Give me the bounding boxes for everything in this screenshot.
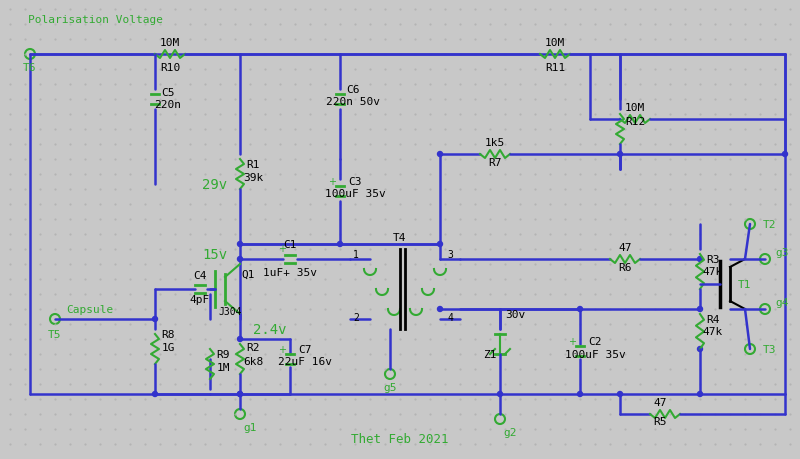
Text: R10: R10	[160, 63, 180, 73]
Text: +: +	[328, 177, 336, 187]
Text: T4: T4	[394, 233, 406, 242]
Text: +: +	[278, 344, 286, 354]
Text: R1: R1	[246, 160, 260, 170]
Text: 100uF 35v: 100uF 35v	[325, 189, 386, 199]
Text: T2: T2	[763, 219, 777, 230]
Text: 47: 47	[654, 397, 666, 407]
Text: 3: 3	[447, 249, 453, 259]
Text: g1: g1	[243, 422, 257, 432]
Text: g3: g3	[775, 247, 789, 257]
Text: T3: T3	[763, 344, 777, 354]
Text: C1: C1	[283, 240, 297, 249]
Text: C4: C4	[194, 270, 206, 280]
Text: 47: 47	[618, 242, 632, 252]
Text: 29v: 29v	[202, 178, 227, 191]
Text: C7: C7	[298, 344, 312, 354]
Circle shape	[698, 392, 702, 397]
Text: 220n: 220n	[154, 100, 182, 110]
Text: R9: R9	[216, 349, 230, 359]
Text: R2: R2	[246, 342, 260, 352]
Text: R8: R8	[162, 329, 174, 339]
Text: +: +	[568, 336, 576, 346]
Circle shape	[153, 317, 158, 322]
Circle shape	[698, 347, 702, 352]
Circle shape	[238, 242, 242, 247]
Circle shape	[498, 392, 502, 397]
Circle shape	[338, 242, 342, 247]
Text: 1k5: 1k5	[485, 138, 505, 148]
Circle shape	[618, 392, 622, 397]
Text: 2: 2	[353, 312, 359, 322]
Circle shape	[438, 242, 442, 247]
Text: 10M: 10M	[160, 38, 180, 48]
Circle shape	[782, 152, 787, 157]
Text: 10M: 10M	[545, 38, 565, 48]
Text: Q1: Q1	[242, 269, 254, 280]
Text: 2.4v: 2.4v	[254, 322, 286, 336]
Text: 4pF: 4pF	[190, 294, 210, 304]
Circle shape	[578, 392, 582, 397]
Text: Z1: Z1	[483, 349, 497, 359]
Text: 39k: 39k	[243, 173, 263, 183]
Text: 1uF+ 35v: 1uF+ 35v	[263, 268, 317, 277]
Text: 1M: 1M	[216, 362, 230, 372]
Text: 6k8: 6k8	[243, 356, 263, 366]
Text: 220n 50v: 220n 50v	[326, 97, 380, 107]
Text: 100uF 35v: 100uF 35v	[565, 349, 626, 359]
Text: g4: g4	[775, 297, 789, 308]
Text: R4: R4	[706, 314, 720, 325]
Text: 4: 4	[447, 312, 453, 322]
Text: C6: C6	[346, 85, 360, 95]
Text: 15v: 15v	[202, 247, 227, 262]
Text: T6: T6	[23, 63, 37, 73]
Text: R11: R11	[545, 63, 565, 73]
Circle shape	[153, 392, 158, 397]
Text: R6: R6	[618, 263, 632, 272]
Text: C2: C2	[588, 336, 602, 346]
Text: C3: C3	[348, 177, 362, 187]
Circle shape	[438, 152, 442, 157]
Text: +: +	[278, 243, 286, 253]
Circle shape	[698, 307, 702, 312]
Text: Capsule: Capsule	[66, 304, 114, 314]
Text: R12: R12	[625, 117, 645, 127]
Text: 10M: 10M	[625, 103, 645, 113]
Text: g2: g2	[503, 427, 517, 437]
Text: Polarisation Voltage: Polarisation Voltage	[27, 15, 162, 25]
Text: 22uF 16v: 22uF 16v	[278, 356, 332, 366]
Circle shape	[238, 392, 242, 397]
Text: T1: T1	[738, 280, 752, 289]
Circle shape	[698, 257, 702, 262]
Text: 1G: 1G	[162, 342, 174, 352]
Text: T5: T5	[48, 329, 62, 339]
Text: g5: g5	[383, 382, 397, 392]
Circle shape	[238, 257, 242, 262]
Circle shape	[438, 307, 442, 312]
Text: C5: C5	[162, 88, 174, 98]
Text: 30v: 30v	[505, 309, 525, 319]
Circle shape	[238, 337, 242, 342]
Text: 1: 1	[353, 249, 359, 259]
Text: 47k: 47k	[703, 266, 723, 276]
Circle shape	[238, 392, 242, 397]
Text: J304: J304	[218, 306, 242, 316]
Circle shape	[578, 307, 582, 312]
Text: R5: R5	[654, 416, 666, 426]
Circle shape	[618, 152, 622, 157]
Text: R7: R7	[488, 157, 502, 168]
Text: R3: R3	[706, 254, 720, 264]
Text: 47k: 47k	[703, 326, 723, 336]
Text: Thet Feb 2021: Thet Feb 2021	[351, 432, 449, 446]
